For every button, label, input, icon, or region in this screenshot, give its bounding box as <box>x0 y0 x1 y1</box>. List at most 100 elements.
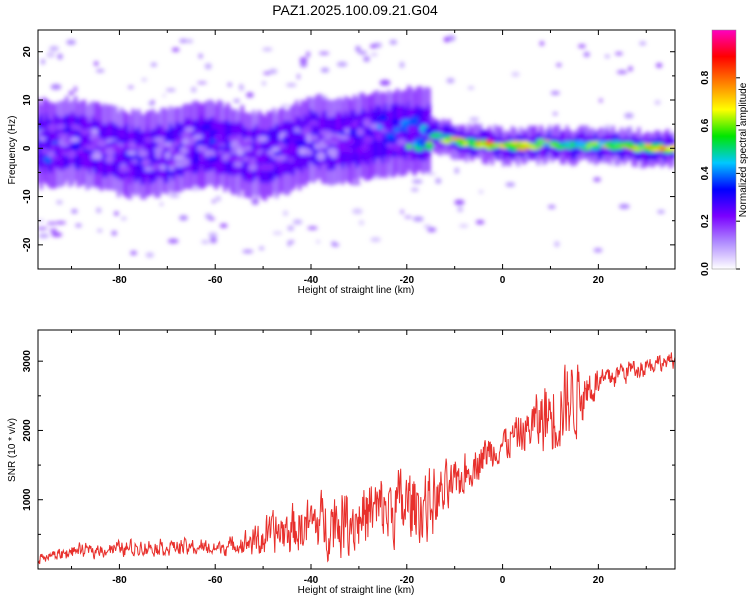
spectrogram-blob <box>245 140 252 146</box>
spectrogram-blob <box>47 123 57 132</box>
spectrogram-blob <box>356 127 364 137</box>
spectrogram-speckle <box>242 249 254 254</box>
spectrogram-speckle <box>299 57 308 63</box>
spectrogram-speckle <box>127 85 134 89</box>
spectrogram-blob <box>573 140 586 147</box>
spectrogram-speckle <box>435 178 442 184</box>
spectrogram-speckle <box>467 86 475 90</box>
spectrogram-envelope <box>208 117 213 171</box>
spectrogram-speckle <box>427 227 437 233</box>
spectrogram-envelope <box>177 122 181 176</box>
spectrogram-blob <box>184 127 195 132</box>
spectrogram-speckle <box>272 231 283 235</box>
spectrogram-speckle <box>145 252 154 258</box>
spectrogram-speckle <box>628 66 633 72</box>
spectrogram-speckle <box>56 200 63 205</box>
spectrogram-blob <box>198 153 205 162</box>
spectrogram-speckle <box>654 100 661 105</box>
spectrogram-blob <box>126 150 137 156</box>
spectrogram-blob <box>128 141 136 150</box>
spectrogram-speckle <box>369 44 378 49</box>
spectrogram-speckle <box>167 238 179 244</box>
spectrogram-speckle <box>38 227 48 230</box>
spectrogram-blob <box>226 156 238 162</box>
spectrogram-blob <box>188 155 195 161</box>
spectrogram-blob <box>280 162 287 171</box>
chart-title: PAZ1.2025.100.09.21.G04 <box>272 2 438 18</box>
spectrogram-speckle <box>358 50 367 55</box>
spectrogram-speckle <box>457 206 464 213</box>
spectrogram-speckle <box>96 207 102 214</box>
snr-x-tick-label: -60 <box>208 575 223 586</box>
spectrogram-speckle <box>320 67 330 73</box>
spectrogram-speckle <box>300 61 308 68</box>
spectrogram-envelope <box>160 125 164 179</box>
spectrogram-envelope <box>378 105 382 159</box>
spectrogram-speckle <box>297 73 300 80</box>
spectrogram-blob <box>207 152 214 158</box>
snr-y-tick-label: 2000 <box>22 419 33 442</box>
spectrogram-blob <box>377 115 389 122</box>
spectrogram-envelope <box>496 138 500 160</box>
spectrogram-blob <box>157 140 165 150</box>
spectrogram-blob <box>207 156 219 162</box>
snr-background <box>38 330 675 569</box>
spectrogram-blob <box>293 156 301 161</box>
colorbar-tick-label: 0.4 <box>700 166 711 180</box>
snr-ticks: -80 -60 -40 -20 0 20 1000 2000 3000 <box>22 330 675 586</box>
spectrogram-speckle <box>151 100 155 105</box>
spectrogram-blob <box>104 133 113 139</box>
spectrogram-blob <box>424 141 434 151</box>
spectrogram-envelope <box>622 137 627 159</box>
spectrogram-blob <box>338 134 350 141</box>
spectrogram-blob <box>357 121 365 128</box>
spectrogram-envelope <box>415 105 420 159</box>
spectrogram-blob <box>407 125 418 134</box>
spectrogram-speckle <box>57 53 63 60</box>
spectrogram-speckle <box>306 51 311 58</box>
spectrogram-envelope <box>194 120 199 174</box>
snr-frame <box>37 329 676 570</box>
spectrogram-speckle <box>283 210 288 216</box>
spectrogram-speckle <box>38 219 44 223</box>
spectrogram-envelope <box>45 113 49 167</box>
spectrogram-speckle <box>130 250 138 256</box>
spectrogram-blob <box>154 151 162 159</box>
spectrogram-speckle <box>95 69 105 73</box>
spectrogram-envelope <box>571 138 575 160</box>
spectrogram-envelope <box>444 124 449 146</box>
spectrogram-speckle <box>290 240 294 244</box>
spectrogram-blob <box>632 147 643 153</box>
spectrogram-speckle <box>358 220 365 225</box>
spectrogram-speckle <box>478 190 484 194</box>
spectrogram-blob <box>349 126 357 136</box>
spectrogram-speckle <box>454 167 460 174</box>
spectrogram-speckle <box>97 229 103 233</box>
spectrogram-speckle <box>162 94 166 97</box>
spectrogram-envelope <box>226 120 230 174</box>
spectrogram-blob <box>163 142 173 147</box>
spectrogram-speckle <box>459 224 469 228</box>
spectrogram-x-tick-label: 0 <box>500 275 506 286</box>
colorbar-tick-label: 0.2 <box>700 214 711 228</box>
spectrogram-blob <box>244 145 253 152</box>
spectrogram-speckle <box>259 246 264 250</box>
spectrogram-speckle <box>639 41 647 46</box>
spectrogram-speckle <box>404 215 412 219</box>
spectrogram-blob <box>185 143 194 149</box>
spectrogram-speckle <box>511 71 520 77</box>
snr-plot <box>38 352 675 565</box>
spectrogram-blob <box>316 151 326 161</box>
spectrogram-blob <box>266 140 277 148</box>
colorbar-label: Normalized spectral amplitude <box>738 82 749 217</box>
spectrogram-speckle <box>412 216 424 222</box>
spectrogram-speckle <box>616 70 628 74</box>
spectrogram-blob <box>144 167 153 172</box>
spectrogram-envelope <box>249 130 253 184</box>
spectrogram-blob <box>277 142 287 149</box>
spectrogram-envelope <box>502 138 506 160</box>
spectrogram-blob <box>233 161 243 167</box>
spectrogram-speckle <box>204 63 212 70</box>
spectrogram-speckle <box>219 223 228 228</box>
spectrogram-blob <box>249 159 257 166</box>
